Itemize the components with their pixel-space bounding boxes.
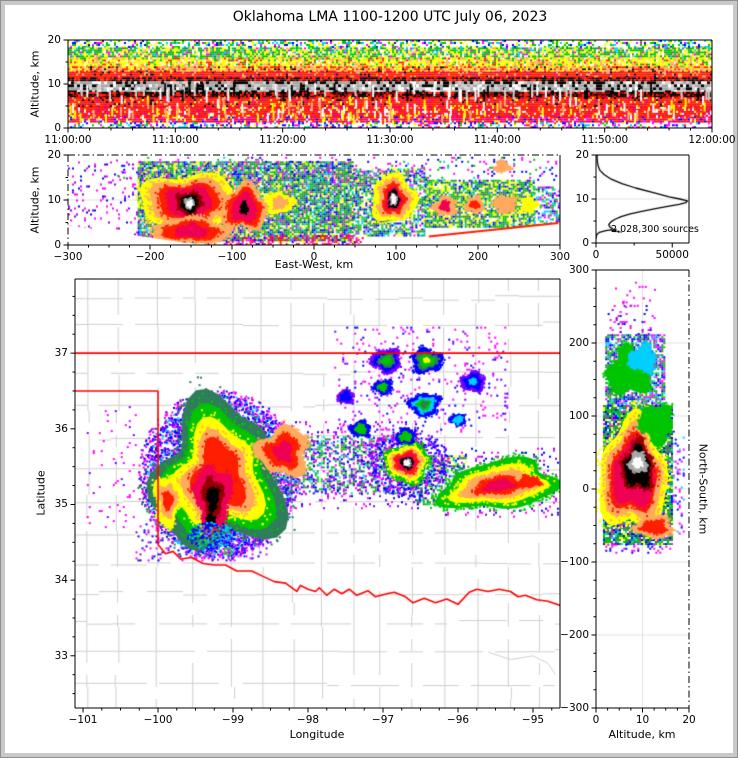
plan-view-map-canvas [75,279,560,708]
tick-label: 11:00:00 [44,134,92,146]
source-count-annotation: 2,028,300 sources [611,224,699,235]
tick-label: 12:00:00 [688,134,736,146]
tick-label: 36 [54,422,68,435]
map-xlabel: Longitude [289,728,345,741]
tick-label: −100 [143,714,173,726]
tick-label: 11:50:00 [581,134,629,146]
tick-label: 20 [47,149,61,161]
tick-label: 100 [568,410,589,422]
tick-label: −101 [68,714,98,726]
ns-height-canvas [596,270,689,708]
tick-label: 37 [54,347,68,360]
tick-label: −99 [221,714,245,726]
time-height-canvas [68,40,712,128]
tick-label: 100 [385,251,407,263]
tick-label: −96 [446,714,470,726]
tick-label: 300 [549,251,571,263]
tick-label: 10 [47,78,61,90]
tick-label: −100 [217,251,247,263]
tick-label: 11:10:00 [151,134,199,146]
tick-label: 20 [682,714,696,726]
ns-height-ylabel: North-South, km [696,443,710,535]
tick-label: 300 [568,264,589,276]
tick-label: 0 [310,251,318,263]
tick-label: −98 [296,714,320,726]
tick-label: 10 [47,194,61,206]
tick-label: 0 [592,249,600,261]
ew-height-canvas [68,155,560,245]
tick-label: 20 [575,149,589,161]
tick-label: 0 [54,239,61,251]
tick-label: −200 [560,629,589,641]
time-height-ylabel: Altitude, km [28,50,42,118]
alt-histogram-canvas [596,155,689,243]
tick-label: 0 [592,714,600,726]
tick-label: −95 [521,714,545,726]
tick-label: 11:30:00 [366,134,414,146]
tick-label: 11:20:00 [259,134,307,146]
tick-label: 0 [582,237,589,249]
tick-label: −300 [53,251,83,263]
tick-label: 0 [582,483,589,495]
ew-height-ylabel: Altitude, km [28,166,42,234]
ew-height-xlabel: East-West, km [274,258,354,271]
tick-label: 200 [568,337,589,349]
tick-label: 11:40:00 [473,134,521,146]
tick-label: 35 [54,498,68,511]
ns-height-xlabel: Altitude, km [608,728,676,741]
figure-title: Oklahoma LMA 1100-1200 UTC July 06, 2023 [232,9,548,25]
tick-label: 33 [54,649,68,662]
tick-label: 200 [467,251,489,263]
tick-label: 10 [575,193,589,205]
tick-label: 50000 [655,249,689,261]
tick-label: −100 [560,556,589,568]
tick-label: −300 [560,702,589,714]
tick-label: 0 [54,122,61,134]
tick-label: 20 [47,34,61,46]
tick-label: 10 [635,714,650,726]
map-ylabel: Latitude [34,470,48,516]
tick-label: −200 [135,251,165,263]
tick-label: 34 [54,574,68,587]
tick-label: −97 [371,714,395,726]
